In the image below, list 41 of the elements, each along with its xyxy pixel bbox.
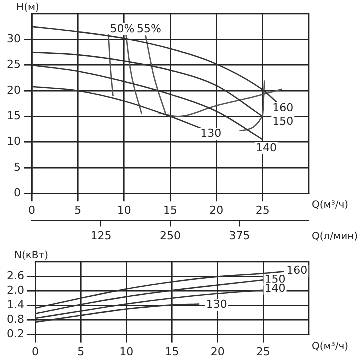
y-tick-label: 10 bbox=[6, 135, 21, 148]
annotation: 140 bbox=[264, 282, 286, 295]
x-tick-label: 15 bbox=[165, 345, 180, 358]
x-tick-label: 20 bbox=[210, 345, 225, 358]
annotation: 160 bbox=[286, 264, 308, 278]
annotation: 160 bbox=[272, 101, 294, 114]
x2-axis-title: Q(л/мин) bbox=[312, 231, 357, 242]
y-tick-label: 0.2 bbox=[6, 328, 24, 341]
annotation: 150 bbox=[272, 115, 294, 128]
y-tick-label: 0 bbox=[14, 186, 21, 200]
x-tick-label: 20 bbox=[210, 204, 224, 218]
x-tick-label: 0 bbox=[28, 204, 36, 218]
x-axis-title: Q(м³/ч) bbox=[312, 341, 349, 352]
y-tick-label: 1.4 bbox=[6, 298, 24, 312]
y-tick-label: 0.8 bbox=[6, 313, 24, 326]
y-axis-title: N(кВт) bbox=[14, 250, 49, 262]
x-tick-label: 15 bbox=[164, 204, 178, 218]
x-tick-label: 25 bbox=[256, 204, 270, 218]
x-tick-label: 0 bbox=[32, 345, 39, 358]
x2-tick-label: 375 bbox=[229, 229, 250, 242]
x-tick-label: 5 bbox=[78, 345, 85, 358]
y-tick-label: 25 bbox=[6, 58, 21, 72]
y-tick-label: 2.6 bbox=[6, 269, 24, 282]
x-tick-label: 5 bbox=[74, 204, 82, 218]
y-tick-label: 2.0 bbox=[6, 284, 24, 297]
annotation: 130 bbox=[200, 126, 222, 140]
y-axis-title: H(м) bbox=[16, 2, 40, 14]
annotation: 130 bbox=[206, 298, 228, 312]
x-tick-label: 10 bbox=[120, 345, 134, 358]
x-tick-label: 25 bbox=[256, 345, 270, 358]
annotation: 140 bbox=[256, 141, 278, 154]
annotation: 55% bbox=[137, 22, 162, 36]
x2-tick-label: 125 bbox=[90, 229, 112, 242]
annotation: 50% bbox=[110, 22, 135, 36]
y-tick-label: 5 bbox=[14, 160, 21, 174]
y-tick-label: 15 bbox=[6, 109, 21, 122]
y-tick-label: 30 bbox=[6, 32, 21, 46]
y-tick-label: 20 bbox=[6, 84, 21, 97]
x2-tick-label: 250 bbox=[160, 229, 181, 242]
x-tick-label: 10 bbox=[117, 204, 132, 218]
x-axis-title: Q(м³/ч) bbox=[312, 200, 349, 212]
